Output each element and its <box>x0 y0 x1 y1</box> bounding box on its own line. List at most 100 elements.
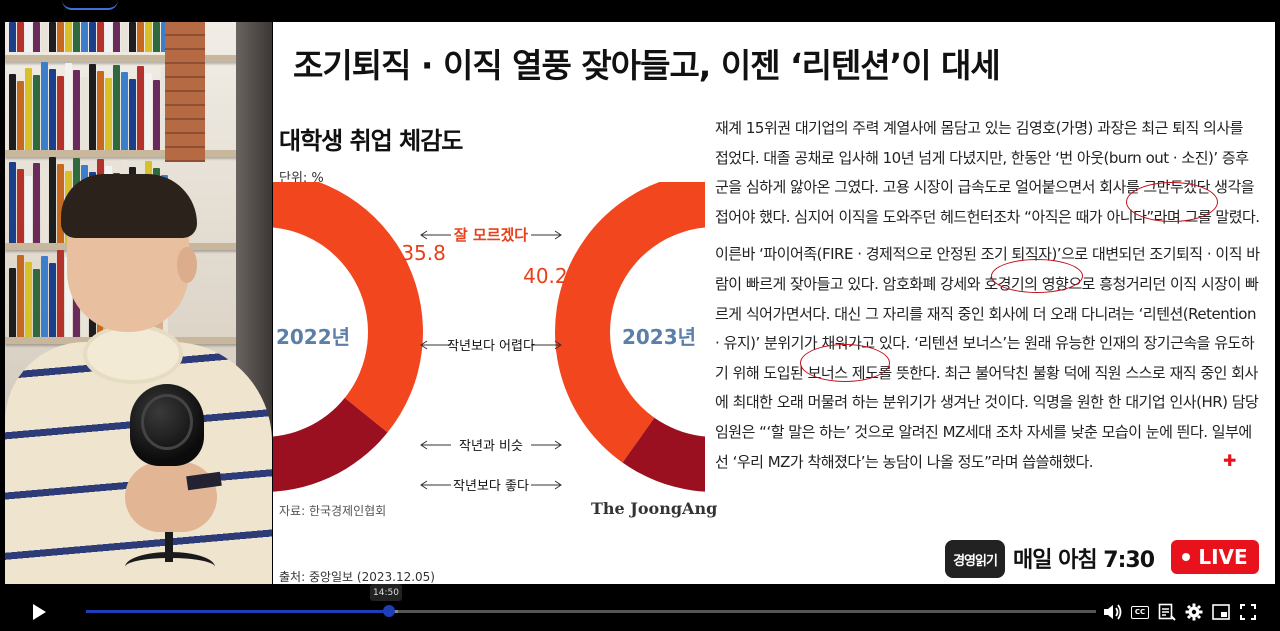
book-spine <box>33 75 40 151</box>
book-spine <box>41 170 48 246</box>
donut-slice-2023년-0 <box>555 182 705 463</box>
label-bg <box>451 220 531 244</box>
label-bg <box>451 330 531 366</box>
book-spine <box>57 250 64 339</box>
joongang-logo: The JoongAng <box>591 499 718 518</box>
scrub-handle[interactable] <box>383 605 395 617</box>
book-spine <box>17 255 24 339</box>
book-spine <box>17 81 24 151</box>
book-spine <box>33 22 40 52</box>
book-spine <box>9 22 16 52</box>
book-spine <box>49 69 56 151</box>
book-spine <box>81 77 88 151</box>
book-spine <box>17 169 24 246</box>
donut-slice-2023년-1 <box>622 417 705 492</box>
donut-chart: 35.829.6295.62022년40.230.325.93.62023년잘 … <box>273 182 705 494</box>
label-bg <box>451 430 531 454</box>
transcript-icon <box>1158 603 1176 621</box>
play-icon <box>33 604 46 620</box>
book-spine <box>25 68 32 151</box>
time-tooltip: 14:50 <box>370 584 402 601</box>
arrow-head <box>554 340 562 350</box>
book-spine <box>113 65 120 151</box>
channel-logo-edge <box>62 0 118 10</box>
book-spine <box>137 66 144 151</box>
subtitles-button[interactable]: CC <box>1129 601 1151 623</box>
book-spine <box>121 22 128 52</box>
book-spine <box>9 268 16 339</box>
book-spine <box>65 257 72 339</box>
arrow-head <box>554 440 562 450</box>
chart-title: 대학생 취업 체감도 <box>279 127 463 155</box>
book-spine <box>105 78 112 151</box>
book-spine <box>49 157 56 246</box>
book-spine <box>41 22 48 52</box>
series-label: 2023년 <box>622 325 696 349</box>
arrow-head <box>420 480 428 490</box>
category-label: 작년보다 좋다 <box>453 479 529 494</box>
slide: 조기퇴직 · 이직 열풍 잦아들고, 이젠 ‘리텐션’이 대세 대학생 취업 체… <box>273 22 1275 584</box>
progress-bar[interactable] <box>86 610 1096 613</box>
book-spine <box>145 73 152 151</box>
donut-slice-2022년-1 <box>273 397 388 492</box>
live-label: LIVE <box>1198 545 1248 569</box>
book-spine <box>81 22 88 52</box>
book-spine <box>57 22 64 52</box>
arrow-head <box>420 230 428 240</box>
transcript-button[interactable] <box>1156 601 1178 623</box>
category-label: 잘 모르겠다 <box>454 226 528 244</box>
miniplayer-icon <box>1212 604 1230 620</box>
live-dot-icon <box>1182 553 1191 561</box>
chart-source: 자료: 한국경제인협회 <box>279 504 387 518</box>
article-paragraph-1: 재계 15위권 대기업의 주력 계열사에 몸담고 있는 김영호(가명) 과장은 … <box>715 119 1260 226</box>
donut-slice-2022년-0 <box>273 182 423 433</box>
book-spine <box>41 256 48 339</box>
book-spine <box>113 22 120 52</box>
fullscreen-button[interactable] <box>1237 601 1259 623</box>
live-badge: LIVE <box>1171 540 1259 574</box>
plus-icon: ✚ <box>1223 451 1237 470</box>
book-spine <box>25 262 32 339</box>
book-spine <box>57 164 64 246</box>
book-spine <box>129 22 136 52</box>
annotation-circle-retention <box>800 344 890 382</box>
arrow-head <box>554 230 562 240</box>
book-spine <box>89 64 96 151</box>
book-spine <box>161 22 168 52</box>
book-spine <box>57 76 64 151</box>
arrow-head <box>420 440 428 450</box>
book-spine <box>25 176 32 246</box>
settings-button[interactable] <box>1183 601 1205 623</box>
subtitles-icon: CC <box>1131 605 1149 619</box>
arrow-head <box>554 480 562 490</box>
book-spine <box>89 22 96 52</box>
channel-brand-logo: 경영읽기 <box>945 540 1005 578</box>
book-spine <box>25 22 32 52</box>
data-label: 40.2 <box>523 264 568 288</box>
article-body: 재계 15위권 대기업의 주력 계열사에 몸담고 있는 김영호(가명) 과장은 … <box>715 114 1260 485</box>
series-label: 2022년 <box>276 325 350 349</box>
data-label: 35.8 <box>401 241 446 265</box>
annotation-circle-headhunter <box>1126 182 1218 222</box>
book-spine <box>97 22 104 52</box>
article-paragraph-2: 이른바 ‘파이어족(FIRE · 경제적으로 안정된 조기 퇴직자)’으로 대변… <box>715 245 1260 471</box>
book-spine <box>17 22 24 52</box>
book-spine <box>33 269 40 339</box>
book-spine <box>9 162 16 246</box>
volume-icon <box>1104 604 1122 620</box>
category-label: 작년보다 어렵다 <box>447 339 535 354</box>
book-spine <box>33 163 40 246</box>
category-label: 작년과 비슷 <box>459 439 523 454</box>
volume-button[interactable] <box>1102 601 1124 623</box>
book-spine <box>73 22 80 52</box>
book-spine <box>9 74 16 151</box>
book-spine <box>41 62 48 151</box>
settings-icon <box>1185 603 1203 621</box>
book-spine <box>97 71 104 151</box>
miniplayer-button[interactable] <box>1210 601 1232 623</box>
book-spine <box>49 263 56 339</box>
annotation-circle-fire <box>991 259 1083 293</box>
book-spine <box>145 22 152 52</box>
play-button[interactable] <box>28 601 50 623</box>
arrow-head <box>420 340 428 350</box>
